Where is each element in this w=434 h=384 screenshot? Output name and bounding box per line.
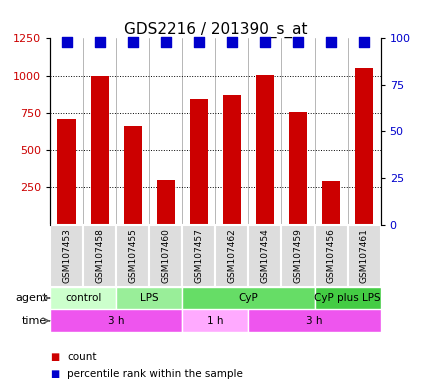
Text: CyP: CyP [238, 293, 258, 303]
Point [360, 39, 367, 45]
Text: GSM107460: GSM107460 [161, 228, 170, 283]
Text: percentile rank within the sample: percentile rank within the sample [67, 369, 243, 379]
Bar [90, 76, 108, 225]
Bar [57, 119, 76, 225]
Point [63, 39, 70, 45]
Bar [354, 68, 372, 225]
Text: count: count [67, 352, 97, 362]
Bar [182, 225, 215, 286]
Bar [288, 112, 306, 225]
Text: agent: agent [15, 293, 47, 303]
Bar [182, 286, 314, 310]
Text: 1 h: 1 h [207, 316, 223, 326]
Point [294, 39, 301, 45]
Bar [281, 225, 314, 286]
Text: GSM107462: GSM107462 [227, 228, 236, 283]
Bar [314, 286, 380, 310]
Bar [123, 126, 141, 225]
Bar [347, 225, 380, 286]
Bar [321, 180, 339, 225]
Point [162, 39, 169, 45]
Bar [83, 225, 116, 286]
Bar [189, 99, 207, 225]
Text: GSM107461: GSM107461 [359, 228, 368, 283]
Bar [248, 310, 380, 332]
Text: GSM107453: GSM107453 [62, 228, 71, 283]
Point [96, 39, 103, 45]
Bar [248, 225, 281, 286]
Text: time: time [22, 316, 47, 326]
Text: GSM107454: GSM107454 [260, 228, 269, 283]
Point [228, 39, 235, 45]
Point [261, 39, 268, 45]
Text: ■: ■ [50, 369, 59, 379]
Bar [255, 75, 273, 225]
Text: CyP plus LPS: CyP plus LPS [313, 293, 380, 303]
Bar [222, 95, 240, 225]
Text: 3 h: 3 h [108, 316, 124, 326]
Text: control: control [65, 293, 101, 303]
Bar [116, 286, 182, 310]
Bar [116, 225, 149, 286]
Bar [182, 310, 248, 332]
Bar [156, 180, 174, 225]
Bar [50, 286, 116, 310]
Bar [50, 225, 83, 286]
Text: GSM107458: GSM107458 [95, 228, 104, 283]
Bar [50, 310, 182, 332]
Bar [314, 225, 347, 286]
Text: GSM107456: GSM107456 [326, 228, 335, 283]
Text: LPS: LPS [140, 293, 158, 303]
Bar [149, 225, 182, 286]
Point [195, 39, 202, 45]
Text: 3 h: 3 h [306, 316, 322, 326]
Text: GSM107459: GSM107459 [293, 228, 302, 283]
Point [129, 39, 136, 45]
Point [327, 39, 334, 45]
Title: GDS2216 / 201390_s_at: GDS2216 / 201390_s_at [123, 22, 306, 38]
Text: GSM107457: GSM107457 [194, 228, 203, 283]
Bar [215, 225, 248, 286]
Text: GSM107455: GSM107455 [128, 228, 137, 283]
Text: ■: ■ [50, 352, 59, 362]
